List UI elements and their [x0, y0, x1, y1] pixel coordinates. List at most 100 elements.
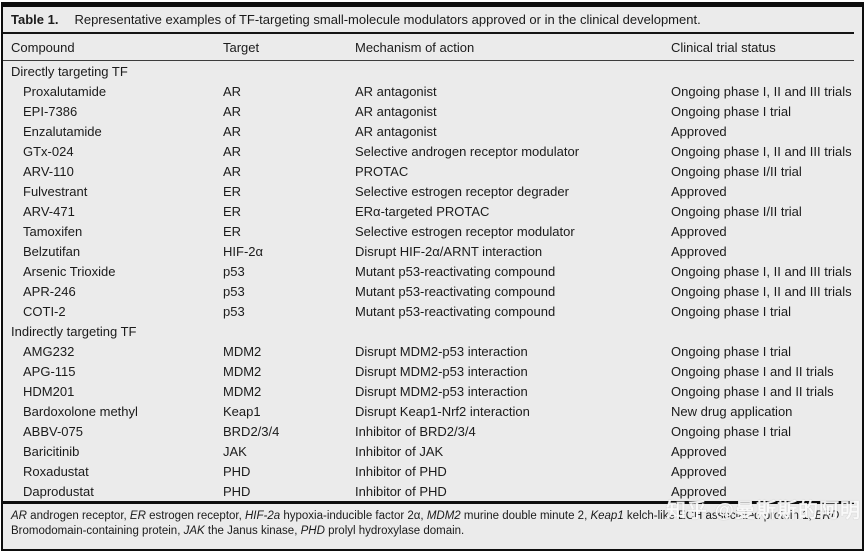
table-row: EPI-7386 AR AR antagonist Ongoing phase I t…	[3, 101, 862, 121]
footnote-text: kelch-like ECH associated protein 1,	[623, 510, 815, 522]
table-row: Proxalutamide AR AR antagonist Ongoing phas…	[3, 81, 862, 101]
compound-cell: ARV-110	[23, 163, 74, 179]
target-cell: AR	[223, 123, 242, 139]
mechanism-cell: ERα-targeted PROTAC	[355, 203, 490, 219]
title-divider	[3, 32, 854, 34]
compound-cell: APG-115	[23, 363, 76, 379]
column-header-compound: Compound	[11, 39, 75, 55]
column-header-row: Compound Target Mechanism of action Clin…	[3, 34, 862, 60]
table-row: AMG232 MDM2 Disrupt MDM2-p53 interaction On…	[3, 341, 862, 361]
mechanism-cell: Disrupt MDM2-p53 interaction	[355, 343, 528, 359]
table-row: ABBV-075 BRD2/3/4 Inhibitor of BRD2/3/4 Ong…	[3, 421, 862, 441]
footnote-text: estrogen receptor,	[145, 510, 245, 522]
target-cell: MDM2	[223, 343, 262, 359]
status-cell: Ongoing phase I trial	[671, 103, 791, 119]
target-cell: HIF-2α	[223, 243, 264, 259]
section-label: Indirectly targeting TF	[11, 323, 137, 339]
compound-cell: EPI-7386	[23, 103, 78, 119]
abbreviation: MDM2	[426, 510, 461, 522]
footnote-text: Bromodomain-containing protein,	[11, 525, 184, 537]
target-cell: p53	[223, 283, 245, 299]
table-body: Directly targeting TF Proxalutamide AR AR a…	[3, 61, 862, 501]
status-cell: Approved	[671, 123, 727, 139]
abbreviation: AR	[11, 510, 27, 522]
table-row: APR-246 p53 Mutant p53-reactivating compou…	[3, 281, 862, 301]
footnote-text: murine double minute 2,	[460, 510, 591, 522]
column-header-status: Clinical trial status	[671, 39, 776, 55]
mechanism-cell: Mutant p53-reactivating compound	[355, 263, 556, 279]
status-cell: Ongoing phase I and II trials	[671, 363, 834, 379]
table-row: COTI-2 p53 Mutant p53-reactivating compoun…	[3, 301, 862, 321]
target-cell: MDM2	[223, 363, 262, 379]
table-row: APG-115 MDM2 Disrupt MDM2-p53 interaction O…	[3, 361, 862, 381]
mechanism-cell: AR antagonist	[355, 103, 437, 119]
mechanism-cell: Mutant p53-reactivating compound	[355, 283, 556, 299]
status-cell: Approved	[671, 463, 727, 479]
status-cell: Approved	[671, 183, 727, 199]
compound-cell: Arsenic Trioxide	[23, 263, 116, 279]
abbreviation: HIF-2a	[245, 510, 281, 522]
target-cell: ER	[223, 223, 242, 239]
target-cell: PHD	[223, 483, 251, 499]
mechanism-cell: Inhibitor of PHD	[355, 463, 447, 479]
table-row: HDM201 MDM2 Disrupt MDM2-p53 interaction On…	[3, 381, 862, 401]
mechanism-cell: PROTAC	[355, 163, 409, 179]
abbreviation: BRD	[814, 510, 840, 522]
footnote-text: prolyl hydroxylase domain.	[324, 525, 465, 537]
mechanism-cell: Mutant p53-reactivating compound	[355, 303, 556, 319]
status-cell: Ongoing phase I/II trial	[671, 163, 802, 179]
target-cell: JAK	[223, 443, 247, 459]
mechanism-cell: AR antagonist	[355, 123, 437, 139]
status-cell: Approved	[671, 223, 727, 239]
compound-cell: ARV-471	[23, 203, 75, 219]
compound-cell: COTI-2	[23, 303, 66, 319]
status-cell: Approved	[671, 243, 727, 259]
mechanism-cell: Disrupt HIF-2α/ARNT interaction	[355, 243, 543, 259]
mechanism-cell: Selective estrogen receptor modulator	[355, 223, 575, 239]
mechanism-cell: Selective estrogen receptor degrader	[355, 183, 569, 199]
status-cell: Ongoing phase I, II and III trials	[671, 143, 852, 159]
compound-cell: Baricitinib	[23, 443, 80, 459]
mechanism-cell: AR antagonist	[355, 83, 437, 99]
status-cell: Ongoing phase I trial	[671, 303, 791, 319]
table-row: Enzalutamide AR AR antagonist Approved	[3, 121, 862, 141]
table-row: ARV-471 ER ERα-targeted PROTAC Ongoing phas…	[3, 201, 862, 221]
status-cell: Ongoing phase I, II and III trials	[671, 83, 852, 99]
compound-cell: HDM201	[23, 383, 75, 399]
target-cell: AR	[223, 143, 242, 159]
target-cell: BRD2/3/4	[223, 423, 280, 439]
abbreviation: Keap1	[590, 510, 624, 522]
table-row: Daprodustat PHD Inhibitor of PHD Approved	[3, 481, 862, 501]
table-caption: Representative examples of TF-targeting …	[74, 12, 701, 27]
status-cell: Approved	[671, 483, 727, 499]
table-row: Baricitinib JAK Inhibitor of JAK Approved	[3, 441, 862, 461]
table-title-row: Table 1. Representative examples of TF-t…	[3, 7, 862, 32]
table-row: Bardoxolone methyl Keap1 Disrupt Keap1-Nrf…	[3, 401, 862, 421]
section-row: Indirectly targeting TF	[3, 321, 862, 341]
column-header-target: Target	[223, 39, 260, 55]
mechanism-cell: Selective androgen receptor modulator	[355, 143, 580, 159]
target-cell: AR	[223, 103, 242, 119]
table-row: Belzutifan HIF-2α Disrupt HIF-2α/ARNT inte…	[3, 241, 862, 261]
status-cell: Ongoing phase I/II trial	[671, 203, 802, 219]
table-label: Table 1.	[11, 12, 59, 27]
footnote-text: androgen receptor,	[26, 510, 130, 522]
mechanism-cell: Disrupt MDM2-p53 interaction	[355, 383, 528, 399]
section-label: Directly targeting TF	[11, 63, 128, 79]
status-cell: New drug application	[671, 403, 793, 419]
watermark: 知乎 @曼斯斯的阿明	[665, 500, 861, 522]
abbreviation: PHD	[300, 525, 325, 537]
mechanism-cell: Inhibitor of JAK	[355, 443, 444, 459]
table-row: ARV-110 AR PROTAC Ongoing phase I/II trial	[3, 161, 862, 181]
compound-cell: Tamoxifen	[23, 223, 83, 239]
header-divider	[3, 60, 854, 61]
compound-cell: ABBV-075	[23, 423, 83, 439]
status-cell: Approved	[671, 443, 727, 459]
status-cell: Ongoing phase I trial	[671, 343, 791, 359]
target-cell: p53	[223, 263, 245, 279]
footnote-text: the Janus kinase,	[204, 525, 301, 537]
compound-cell: Enzalutamide	[23, 123, 102, 139]
compound-cell: Fulvestrant	[23, 183, 88, 199]
